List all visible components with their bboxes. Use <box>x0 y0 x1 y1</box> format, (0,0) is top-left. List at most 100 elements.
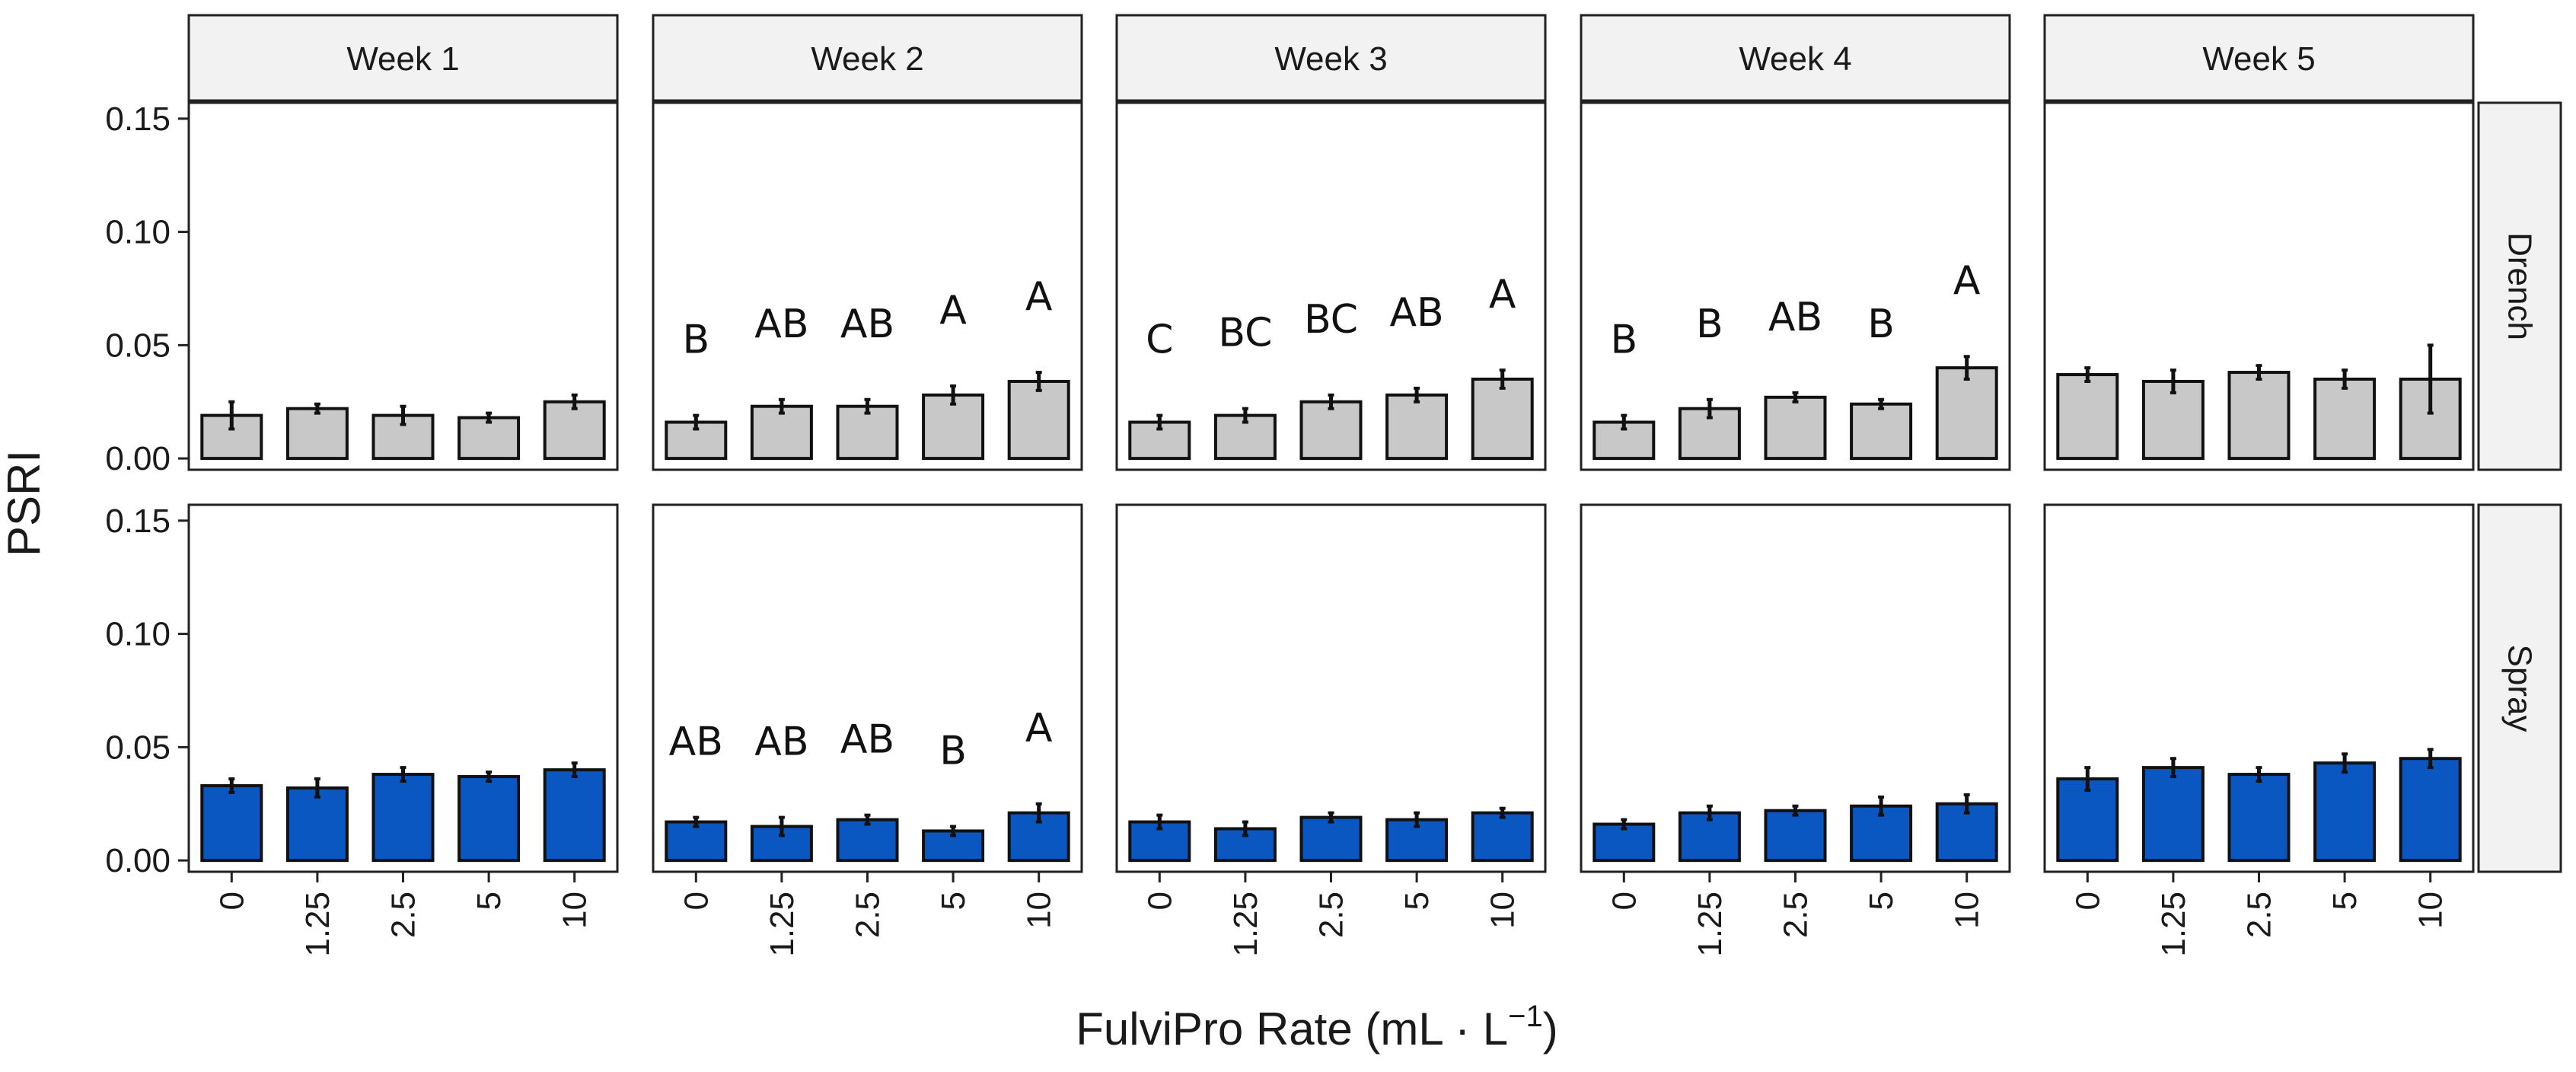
error-bar <box>2170 368 2176 394</box>
error-bar <box>864 813 871 826</box>
panel-frame <box>1115 503 1547 873</box>
error-bar <box>2170 757 2176 779</box>
bar <box>285 407 349 461</box>
error-bar <box>778 397 785 415</box>
significance-letter: AB <box>840 302 894 347</box>
strip-week-2 <box>652 14 1083 102</box>
bar <box>371 773 435 863</box>
y-tick-label: 0.00 <box>105 842 171 879</box>
x-axis-title-close: ) <box>1543 1003 1558 1054</box>
error-bar <box>486 770 493 783</box>
panel-drench-week-3: C BC BC AB A <box>1115 101 1547 471</box>
significance-letter: BC <box>1218 311 1272 356</box>
y-tick-label: 0.15 <box>105 100 171 138</box>
bar <box>2399 757 2462 863</box>
significance-letter: A <box>1025 274 1053 320</box>
strip-label-week-5: Week 5 <box>2202 40 2315 78</box>
error-bar <box>2084 366 2091 383</box>
error-bar <box>864 397 871 415</box>
x-tick-label: 1.25 <box>764 892 801 957</box>
x-tick-label: 10 <box>556 892 594 929</box>
bar <box>2141 766 2205 863</box>
bar <box>1213 413 1277 461</box>
significance-letter: B <box>1696 302 1723 347</box>
y-tick-label: 0.10 <box>105 616 171 653</box>
error-bar <box>228 400 235 431</box>
x-tick-label: 2.5 <box>1777 892 1815 938</box>
x-tick-label: 5 <box>2326 892 2364 910</box>
error-bar <box>1706 804 1713 822</box>
x-tick-label: 0 <box>1605 892 1643 910</box>
strip-label-spray: Spray <box>2501 645 2539 732</box>
error-bar <box>2256 364 2262 381</box>
bar <box>1299 400 1363 461</box>
error-bar <box>571 761 578 779</box>
error-bar <box>400 766 406 783</box>
bar <box>457 775 521 863</box>
x-tick-label: 1.25 <box>1691 892 1729 957</box>
bar <box>285 786 349 863</box>
significance-letter: B <box>1610 317 1637 363</box>
error-bar <box>2342 368 2348 390</box>
bar <box>1935 366 1998 461</box>
x-axis-week-3: 0 1.25 2.5 5 10 <box>1141 872 1522 957</box>
x-axis-title-main: FulviPro Rate (mL · L <box>1076 1003 1508 1054</box>
x-tick-label: 0 <box>677 892 715 910</box>
error-bar <box>486 411 493 424</box>
panel-spray-week-4 <box>1580 503 2011 873</box>
bar <box>2227 371 2291 461</box>
error-bar <box>571 393 578 410</box>
x-axis-week-4: 0 1.25 2.5 5 10 <box>1605 872 1986 957</box>
x-tick-label: 0 <box>213 892 250 910</box>
bar <box>1385 393 1449 461</box>
bar <box>1471 377 1534 461</box>
significance-letter: AB <box>754 719 808 765</box>
error-bar <box>1499 806 1506 819</box>
strip-label-week-1: Week 1 <box>346 40 459 78</box>
bar <box>1471 811 1534 863</box>
column-strips: Week 1 Week 2 Week 3 Week 4 Week 5 <box>187 14 2475 102</box>
bar <box>1299 815 1363 863</box>
y-axes: 0.00 0.05 0.10 0.15 0.00 0.05 0.10 0.15 <box>105 100 189 879</box>
panel-drench-week-4: B B AB B A <box>1580 101 2011 471</box>
error-bar <box>1035 802 1042 824</box>
panel-frame <box>652 503 1083 873</box>
error-bar <box>1035 371 1042 392</box>
bar <box>543 768 606 863</box>
bar <box>200 413 263 461</box>
error-bar <box>1156 413 1163 431</box>
significance-letter: AB <box>840 717 894 763</box>
x-tick-label: 1.25 <box>1227 892 1264 957</box>
panel-spray-week-1 <box>187 503 619 873</box>
error-bar <box>1328 393 1334 410</box>
significance-letter: A <box>1025 706 1053 751</box>
error-bar <box>1792 391 1799 404</box>
error-bar <box>2427 748 2434 770</box>
error-bar <box>1706 397 1713 420</box>
y-tick-label: 0.05 <box>105 327 171 364</box>
x-tick-label: 10 <box>1949 892 1986 929</box>
error-bar <box>693 815 700 828</box>
panel-drench-week-1 <box>187 101 619 471</box>
significance-letter: AB <box>1389 290 1443 336</box>
significance-letter: A <box>939 288 967 333</box>
strip-drench <box>2477 101 2562 471</box>
strip-week-1 <box>187 14 619 102</box>
x-tick-label: 0 <box>1141 892 1178 910</box>
strip-label-week-2: Week 2 <box>811 40 923 78</box>
x-tick-label: 2.5 <box>850 892 887 938</box>
error-bar <box>1242 407 1248 424</box>
significance-letter: A <box>1953 258 1981 304</box>
x-tick-label: 1.25 <box>2155 892 2192 957</box>
error-bar <box>693 413 700 431</box>
bar <box>200 783 263 863</box>
error-bar <box>1792 804 1799 817</box>
error-bar <box>314 402 320 415</box>
y-tick-label: 0.00 <box>105 440 171 477</box>
significance-letter: C <box>1146 317 1173 363</box>
x-tick-label: 10 <box>1484 892 1522 929</box>
x-tick-label: 10 <box>2412 892 2450 929</box>
y-tick-label: 0.10 <box>105 214 171 251</box>
